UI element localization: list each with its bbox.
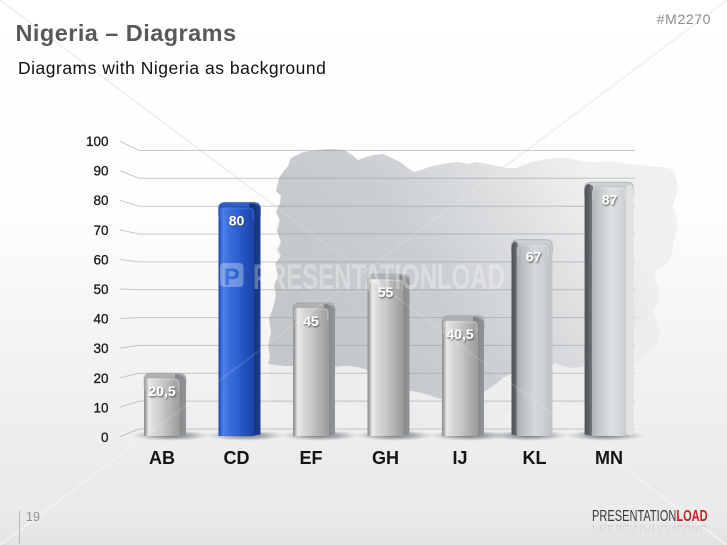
svg-text:Nigeria – Diagrams: Nigeria – Diagrams xyxy=(16,20,237,46)
svg-text:40: 40 xyxy=(93,312,108,327)
svg-text:EF: EF xyxy=(299,448,322,468)
svg-text:90: 90 xyxy=(93,164,108,179)
svg-text:19: 19 xyxy=(26,510,40,524)
svg-text:70: 70 xyxy=(93,223,108,238)
svg-text:KL: KL xyxy=(523,448,547,468)
svg-text:80: 80 xyxy=(93,193,108,208)
svg-text:0: 0 xyxy=(101,430,109,445)
svg-text:45: 45 xyxy=(303,313,319,329)
svg-text:55: 55 xyxy=(378,284,394,300)
svg-text:CD: CD xyxy=(224,448,250,468)
svg-text:100: 100 xyxy=(86,134,109,149)
svg-text:Diagrams with Nigeria as backg: Diagrams with Nigeria as background xyxy=(18,58,326,78)
svg-text:80: 80 xyxy=(229,212,245,228)
svg-text:60: 60 xyxy=(93,252,108,267)
svg-text:PRESENTATIONLOAD: PRESENTATIONLOAD xyxy=(592,522,708,539)
svg-text:20,5: 20,5 xyxy=(148,383,175,399)
svg-text:10: 10 xyxy=(93,400,108,415)
svg-text:IJ: IJ xyxy=(452,448,467,468)
svg-text:20: 20 xyxy=(93,371,108,386)
svg-text:GH: GH xyxy=(372,448,399,468)
svg-text:30: 30 xyxy=(93,341,108,356)
svg-text:MN: MN xyxy=(595,448,623,468)
svg-text:PRESENTATIONLOAD: PRESENTATIONLOAD xyxy=(253,259,505,298)
svg-text:67: 67 xyxy=(526,249,542,265)
svg-text:40,5: 40,5 xyxy=(446,326,473,342)
svg-text:#M2270: #M2270 xyxy=(657,11,711,27)
svg-text:87: 87 xyxy=(602,191,618,207)
svg-text:50: 50 xyxy=(93,282,108,297)
svg-text:PRESENTATIONLOAD: PRESENTATIONLOAD xyxy=(592,507,708,524)
svg-text:AB: AB xyxy=(149,448,175,468)
